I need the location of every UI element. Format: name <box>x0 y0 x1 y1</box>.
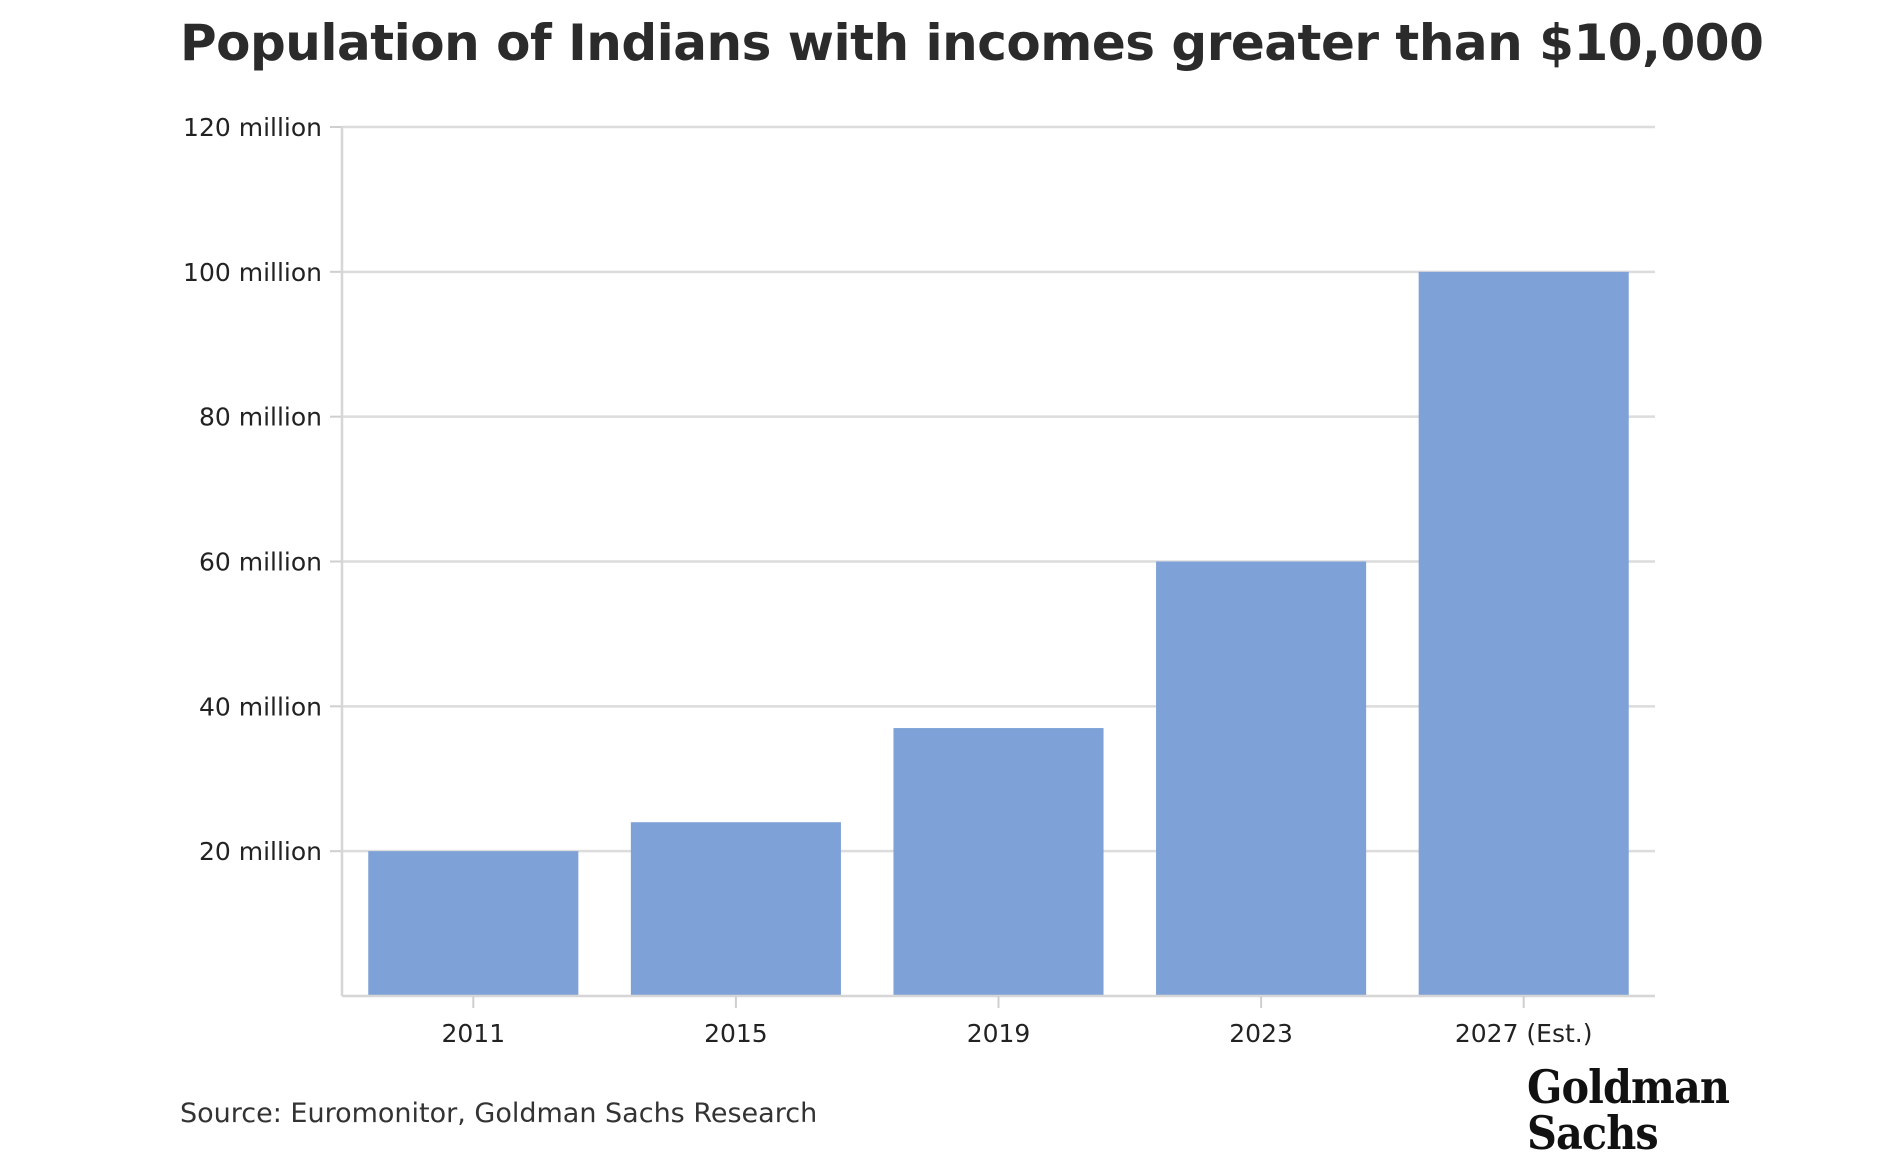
goldman-sachs-logo: Goldman Sachs <box>1527 1060 1730 1160</box>
x-axis-ticks: 2011 2015 2019 2023 2027 (Est.) <box>441 996 1593 1048</box>
bar-2019 <box>893 728 1104 996</box>
y-tick-label: 120 million <box>183 113 322 142</box>
y-tick-label: 80 million <box>199 403 322 432</box>
y-tick-label: 100 million <box>183 258 322 287</box>
x-tick-label: 2015 <box>704 1019 768 1048</box>
bar-2015 <box>630 822 841 996</box>
logo-line-2: Sachs <box>1527 1106 1659 1160</box>
bars <box>368 271 1629 996</box>
bar-2011 <box>368 851 579 996</box>
x-tick-label: 2011 <box>441 1019 505 1048</box>
y-tick-label: 60 million <box>199 548 322 577</box>
bar-2023 <box>1156 561 1367 996</box>
logo-line-1: Goldman <box>1527 1060 1730 1114</box>
y-tick-label: 40 million <box>199 692 322 721</box>
x-tick-label: 2019 <box>967 1019 1031 1048</box>
x-tick-label: 2023 <box>1229 1019 1293 1048</box>
y-axis-ticks: 20 million 40 million 60 million 80 million… <box>183 113 342 866</box>
bar-2027-est <box>1418 271 1629 996</box>
chart-title: Population of Indians with incomes great… <box>180 14 1764 72</box>
source-note: Source: Euromonitor, Goldman Sachs Resea… <box>180 1098 818 1129</box>
x-tick-label: 2027 (Est.) <box>1455 1019 1593 1048</box>
y-tick-label: 20 million <box>199 837 322 866</box>
